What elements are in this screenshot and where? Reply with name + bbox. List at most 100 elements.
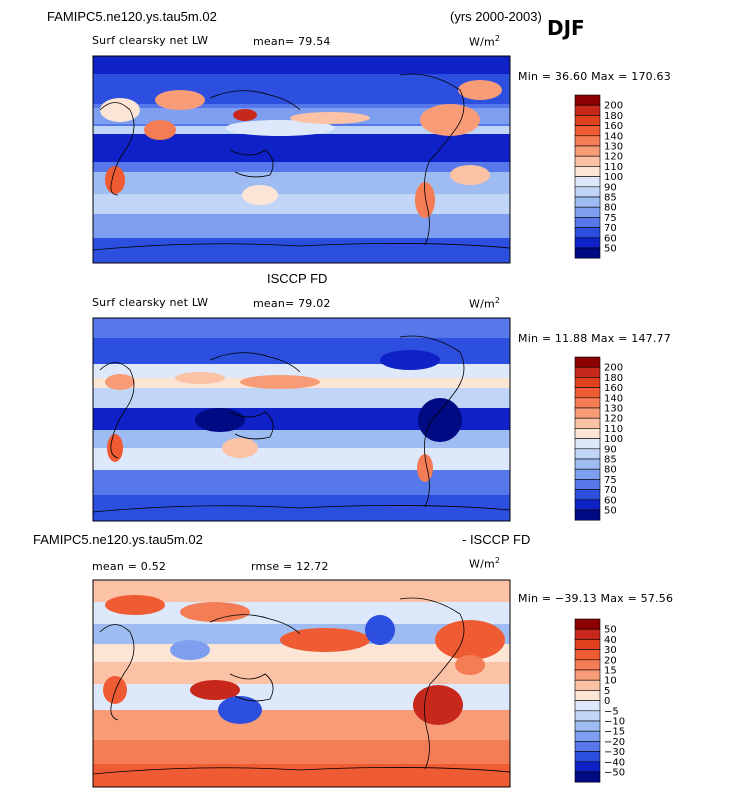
map3-fill: [93, 580, 510, 787]
colorbar-tick-label: 160: [604, 383, 623, 394]
colorbar-box: [574, 206, 601, 218]
colorbar-box: [574, 741, 601, 752]
colorbar-box: [574, 356, 601, 368]
colorbar-box: [574, 417, 601, 429]
colorbar-box: [574, 438, 601, 450]
colorbar-tick-label: 80: [604, 465, 617, 476]
colorbar-box: [574, 247, 601, 259]
colorbar-box: [574, 227, 601, 239]
colorbar-box: [574, 448, 601, 460]
colorbar-box: [574, 690, 601, 701]
colorbar-box: [574, 761, 601, 773]
colorbar-tick-label: 50: [604, 625, 617, 636]
colorbar-box: [574, 509, 601, 521]
colorbar-tick-label: 130: [604, 404, 623, 415]
colorbar-tick-label: −50: [604, 768, 625, 779]
map-panel-2: [92, 317, 511, 522]
panel3-title-left: FAMIPC5.ne120.ys.tau5m.02: [33, 532, 203, 547]
map-panel-3: [92, 579, 511, 788]
colorbar-box: [574, 771, 601, 783]
colorbar-tick-label: 10: [604, 676, 617, 687]
colorbar-tick-label: 75: [604, 213, 617, 224]
colorbar-box: [574, 720, 601, 732]
colorbar-box: [574, 94, 601, 106]
colorbar-tick-label: −15: [604, 727, 625, 738]
years-label: (yrs 2000-2003): [450, 9, 542, 24]
colorbar-box: [574, 499, 601, 511]
colorbar-tick-label: 200: [604, 363, 623, 374]
colorbar-tick-label: 140: [604, 131, 623, 142]
colorbar-box: [574, 166, 601, 177]
colorbar-box: [574, 145, 601, 157]
colorbar-box: [574, 479, 601, 490]
colorbar-tick-label: 120: [604, 414, 623, 425]
colorbar-tick-label: 60: [604, 495, 617, 506]
panel2-minmax: Min = 11.88 Max = 147.77: [518, 332, 671, 345]
colorbar-box: [574, 489, 601, 501]
panel1-units: W/m2: [469, 34, 501, 49]
colorbar-tick-label: 120: [604, 152, 623, 163]
colorbar-tick-label: 110: [604, 162, 623, 173]
colorbar-tick-label: 180: [604, 111, 623, 122]
colorbar-tick-label: −40: [604, 757, 625, 768]
colorbar-box: [574, 468, 601, 480]
colorbar-tick-label: 50: [604, 506, 617, 517]
panel1-field-label: Surf clearsky net LW: [92, 34, 209, 47]
colorbar-tick-label: 90: [604, 444, 617, 455]
colorbar-box: [574, 710, 601, 722]
panel3-units: W/m2: [469, 556, 501, 571]
panel2-units: W/m2: [469, 296, 501, 311]
colorbar-box: [574, 186, 601, 198]
colorbar-tick-label: 50: [604, 244, 617, 255]
colorbar-tick-label: 85: [604, 193, 617, 204]
colorbar-box: [574, 237, 601, 249]
colorbar-tick-label: −20: [604, 737, 625, 748]
map1-fill: [93, 56, 510, 263]
colorbar-box: [574, 387, 601, 399]
panel2-mean: mean= 79.02: [253, 297, 331, 310]
colorbar-tick-label: −30: [604, 747, 625, 758]
colorbar-box: [574, 397, 601, 409]
colorbar-tick-label: 160: [604, 121, 623, 132]
colorbar-box: [574, 196, 601, 208]
panel2-title: ISCCP FD: [267, 271, 328, 286]
panel1-mean: mean= 79.54: [253, 35, 331, 48]
colorbar-tick-label: 90: [604, 182, 617, 193]
colorbar-tick-label: −5: [604, 706, 619, 717]
colorbar-tick-label: 100: [604, 172, 623, 183]
colorbar-tick-label: 0: [604, 696, 610, 707]
panel3-rmse: rmse = 12.72: [251, 560, 329, 573]
colorbar-tick-label: 130: [604, 142, 623, 153]
colorbar-tick-label: 75: [604, 475, 617, 486]
coastlines: [92, 73, 511, 775]
colorbar-tick-label: −10: [604, 717, 625, 728]
colorbar-box: [574, 407, 601, 419]
colorbar-box: [574, 639, 601, 650]
colorbar-box: [574, 679, 601, 691]
colorbar-box: [574, 104, 601, 116]
colorbar-tick-label: 60: [604, 233, 617, 244]
map2-fill: [93, 318, 510, 521]
colorbar-tick-label: 80: [604, 203, 617, 214]
colorbar-box: [574, 649, 601, 661]
colorbar-box: [574, 366, 601, 378]
colorbar-box: [574, 628, 601, 640]
panel1-minmax: Min = 36.60 Max = 170.63: [518, 70, 671, 83]
colorbar-tick-label: 200: [604, 101, 623, 112]
colorbar-tick-label: 110: [604, 424, 623, 435]
map-panel-1: [92, 55, 511, 264]
panel2-field-label: Surf clearsky net LW: [92, 296, 209, 309]
colorbar-tick-label: 30: [604, 645, 617, 656]
case-name: FAMIPC5.ne120.ys.tau5m.02: [47, 9, 217, 24]
colorbar-tick-label: 180: [604, 373, 623, 384]
colorbar-tick-label: 15: [604, 666, 617, 677]
colorbar-box: [574, 618, 601, 630]
colorbar-tick-label: 70: [604, 223, 617, 234]
colorbar-box: [574, 669, 601, 681]
season-label: DJF: [547, 16, 585, 40]
panel3-minmax: Min = −39.13 Max = 57.56: [518, 592, 674, 605]
